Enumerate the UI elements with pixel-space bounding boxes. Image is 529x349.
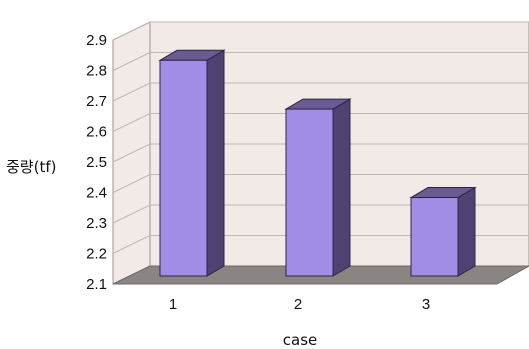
y-axis-ticks: 2.1 2.2 2.3 2.4 2.5 2.6 2.7 2.8 2.9: [86, 32, 107, 293]
y-tick-label: 2.1: [86, 276, 107, 293]
y-tick-label: 2.5: [86, 154, 107, 171]
y-tick-label: 2.8: [86, 63, 107, 80]
y-tick-label: 2.2: [86, 246, 107, 263]
gridline: [112, 113, 529, 132]
bar-side-face: [457, 186, 476, 277]
bar-side-face: [332, 98, 351, 277]
y-tick-label: 2.4: [86, 185, 107, 202]
x-tick-label: 2: [294, 296, 302, 313]
gridline: [112, 235, 529, 254]
y-tick-label: 2.6: [86, 124, 107, 141]
bars: [158, 49, 477, 277]
y-tick-label: 2.9: [86, 32, 107, 49]
x-axis-ticks: 1 2 3: [169, 296, 430, 313]
bar-side-face: [206, 49, 225, 277]
y-axis-title: 중량(tf): [6, 158, 56, 176]
gridline: [112, 174, 529, 193]
y-tick-label: 2.3: [86, 215, 107, 232]
x-axis-title: case: [283, 331, 317, 349]
gridline: [112, 21, 529, 41]
bar-front-face: [285, 108, 334, 277]
gridline: [112, 52, 529, 71]
bar: [409, 186, 477, 277]
gridline: [112, 204, 529, 224]
gridline: [112, 82, 529, 102]
bar: [284, 98, 352, 277]
bar-front-face: [159, 59, 208, 277]
gridline: [112, 143, 529, 163]
y-tick-label: 2.7: [86, 93, 107, 110]
x-tick-label: 3: [422, 296, 430, 313]
bar-front-face: [410, 197, 459, 277]
gridlines: [112, 21, 529, 285]
bar: [158, 49, 226, 277]
x-tick-label: 1: [169, 296, 177, 313]
